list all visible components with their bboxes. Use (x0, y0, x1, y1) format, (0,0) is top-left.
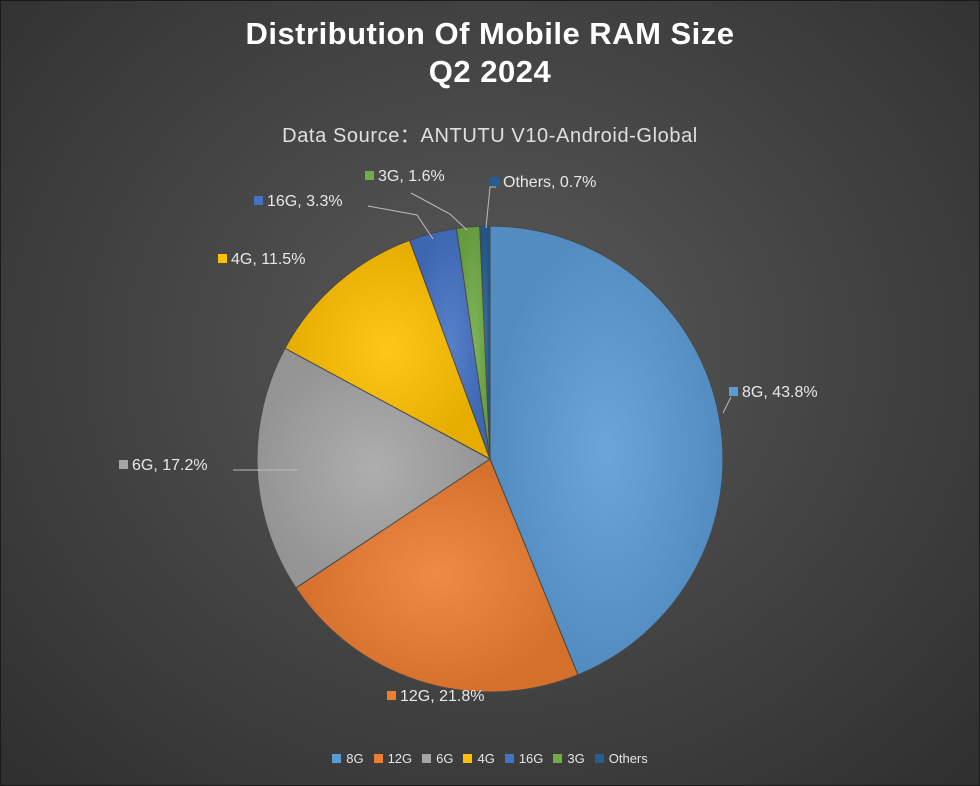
legend-label-3g: 3G (567, 751, 585, 766)
legend-swatch-6g (422, 754, 432, 763)
legend-label-6g: 6G (436, 751, 454, 766)
pie-data-labels: 8G, 43.8% 12G, 21.8% 6G, 17.2% 4G, 11.5% 16G… (119, 168, 818, 705)
legend-label-4g: 4G (477, 751, 495, 766)
legend-swatch-3g (553, 754, 563, 763)
legend-label-12g: 12G (387, 751, 413, 766)
chart-legend: 8G 12G 6G 4G 16G 3G Others (1, 751, 979, 766)
chart-title: Distribution Of Mobile RAM Size Q2 2024 (1, 15, 979, 91)
data-label-swatch-16g (254, 196, 263, 205)
data-label-12g: 12G, 21.8% (400, 688, 485, 705)
legend-swatch-12g (373, 754, 383, 763)
data-label-swatch-8g (729, 387, 738, 396)
data-label-3g: 3G, 1.6% (378, 168, 445, 185)
legend-label-8g: 8G (346, 751, 364, 766)
legend-entry-16g: 16G (504, 751, 544, 766)
data-label-others: Others, 0.7% (503, 174, 596, 191)
data-label-swatch-4g (218, 254, 227, 263)
pie-slice-shade-16g (409, 228, 490, 459)
data-label-8g: 8G, 43.8% (742, 384, 818, 401)
legend-entry-others: Others (594, 751, 648, 766)
data-label-swatch-12g (387, 691, 396, 700)
data-label-swatch-3g (365, 171, 374, 180)
pie-slice-shade-3g (456, 226, 490, 459)
leader-line-others (485, 186, 496, 229)
pie-slice-shade-4g (285, 240, 490, 459)
legend-swatch-8g (332, 754, 342, 763)
chart-subtitle: Data Source：ANTUTU V10-Android-Global (282, 125, 698, 147)
pie-slice-shade-12g (295, 459, 578, 693)
data-label-swatch-others (490, 177, 499, 186)
legend-label-16g: 16G (518, 751, 544, 766)
legend-entry-3g: 3G (553, 751, 585, 766)
data-label-16g: 16G, 3.3% (267, 193, 343, 210)
legend-entry-6g: 6G (422, 751, 453, 766)
legend-swatch-16g (504, 754, 514, 763)
leader-line-3g (410, 192, 468, 231)
leader-line-16g (367, 205, 434, 240)
data-label-6g: 6G, 17.2% (132, 457, 208, 474)
chart-title-line-1: Distribution Of Mobile RAM Size (245, 16, 735, 51)
pie-slice-shade-8g (490, 226, 724, 675)
legend-swatch-4g (463, 754, 473, 763)
legend-entry-4g: 4G (463, 751, 495, 766)
pie-slice-shade-others (479, 226, 490, 459)
chart-title-line-2: Q2 2024 (428, 54, 552, 89)
data-label-4g: 4G, 11.5% (231, 251, 305, 268)
legend-entry-8g: 8G (332, 751, 364, 766)
data-label-swatch-6g (119, 460, 128, 469)
legend-swatch-others (594, 754, 604, 763)
pie-slices (256, 225, 724, 693)
pie-slice-shade-6g (257, 348, 490, 588)
leader-line-8g (722, 396, 732, 414)
legend-label-others: Others (608, 751, 648, 766)
legend-entry-12g: 12G (373, 751, 413, 766)
